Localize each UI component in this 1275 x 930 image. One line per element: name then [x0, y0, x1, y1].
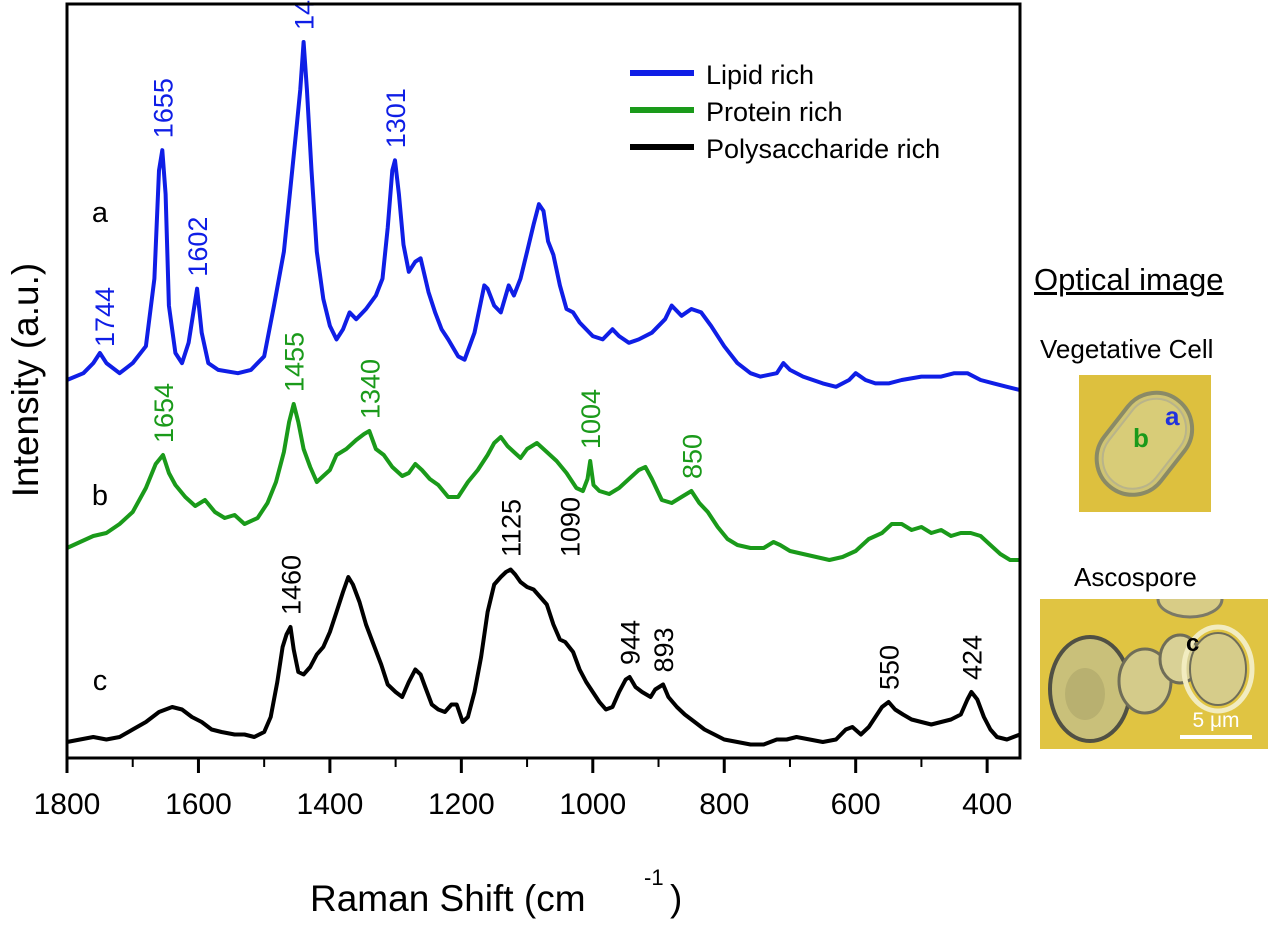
x-axis-label-close: ): [670, 878, 682, 919]
scale-bar-label: 5 μm: [1192, 709, 1239, 732]
x-axis-label: Raman Shift (cm -1 ): [310, 865, 682, 919]
peak-label-424: 424: [957, 635, 987, 680]
trace-label-c-text: c: [93, 665, 108, 697]
ascospore-label: Ascospore: [1074, 562, 1197, 592]
ascospore-cells: [1048, 599, 1255, 743]
vegetative-cell-image: a b: [1079, 375, 1211, 512]
peak-label-1090: 1090: [556, 497, 586, 557]
x-tick-label-1800: 1800: [34, 788, 101, 821]
trace-label-c: c: [93, 665, 108, 697]
peak-label-1602: 1602: [183, 217, 213, 277]
spectrum-traces: [66, 40, 1021, 747]
optical-image-heading: Optical image: [1034, 262, 1224, 297]
plot-frame: [65, 2, 1022, 760]
peak-label-1744: 1744: [90, 287, 120, 347]
cell-marker-a: a: [1165, 401, 1180, 431]
peak-label-1301: 1301: [381, 88, 411, 148]
peak-labels: 1744165516021440130116541455134010048501…: [90, 0, 988, 690]
trace-b: [66, 402, 1020, 562]
peak-label-1654: 1654: [149, 383, 179, 443]
x-axis: 1800 1600 1400 1200 1000 800 600 400: [34, 758, 1012, 821]
ascospore-image: c 5 μm: [1040, 599, 1268, 749]
cell-marker-c: c: [1186, 630, 1199, 657]
legend-label-protein: Protein rich: [706, 97, 843, 127]
trace-label-b: b: [92, 480, 108, 512]
vegetative-cell-label: Vegetative Cell: [1040, 334, 1214, 364]
peak-label-1655: 1655: [148, 78, 178, 138]
peak-label-1460: 1460: [277, 555, 307, 615]
x-tick-label-1400: 1400: [297, 788, 364, 821]
x-tick-label-400: 400: [962, 788, 1012, 821]
vegetative-cell-shape: [1094, 390, 1195, 497]
x-axis-label-text: Raman Shift (cm: [310, 878, 586, 919]
trace-label-a-text: a: [92, 197, 109, 229]
x-tick-label-800: 800: [699, 788, 749, 821]
peak-label-893: 893: [649, 627, 679, 672]
trace-label-a: a: [92, 197, 109, 229]
peak-label-550: 550: [875, 645, 905, 690]
x-tick-label-1000: 1000: [559, 788, 626, 821]
y-axis-label: Intensity (a.u.): [5, 263, 46, 497]
x-axis-label-superscript: -1: [644, 865, 664, 890]
legend-label-lipid: Lipid rich: [706, 60, 814, 90]
trace-label-b-text: b: [92, 480, 108, 512]
peak-label-850: 850: [677, 434, 707, 479]
cell-marker-b: b: [1133, 423, 1149, 453]
legend-label-polysaccharide: Polysaccharide rich: [706, 134, 940, 164]
peak-label-1340: 1340: [355, 359, 385, 419]
x-tick-label-1600: 1600: [165, 788, 232, 821]
x-tick-label-1200: 1200: [428, 788, 495, 821]
trace-c: [66, 567, 1021, 747]
peak-label-1455: 1455: [280, 332, 310, 392]
peak-label-944: 944: [616, 620, 646, 665]
legend: Lipid rich Protein rich Polysaccharide r…: [630, 60, 940, 164]
trace-a: [66, 40, 1021, 393]
peak-label-1125: 1125: [497, 499, 527, 557]
peak-label-1004: 1004: [576, 389, 606, 449]
x-tick-label-600: 600: [831, 788, 881, 821]
